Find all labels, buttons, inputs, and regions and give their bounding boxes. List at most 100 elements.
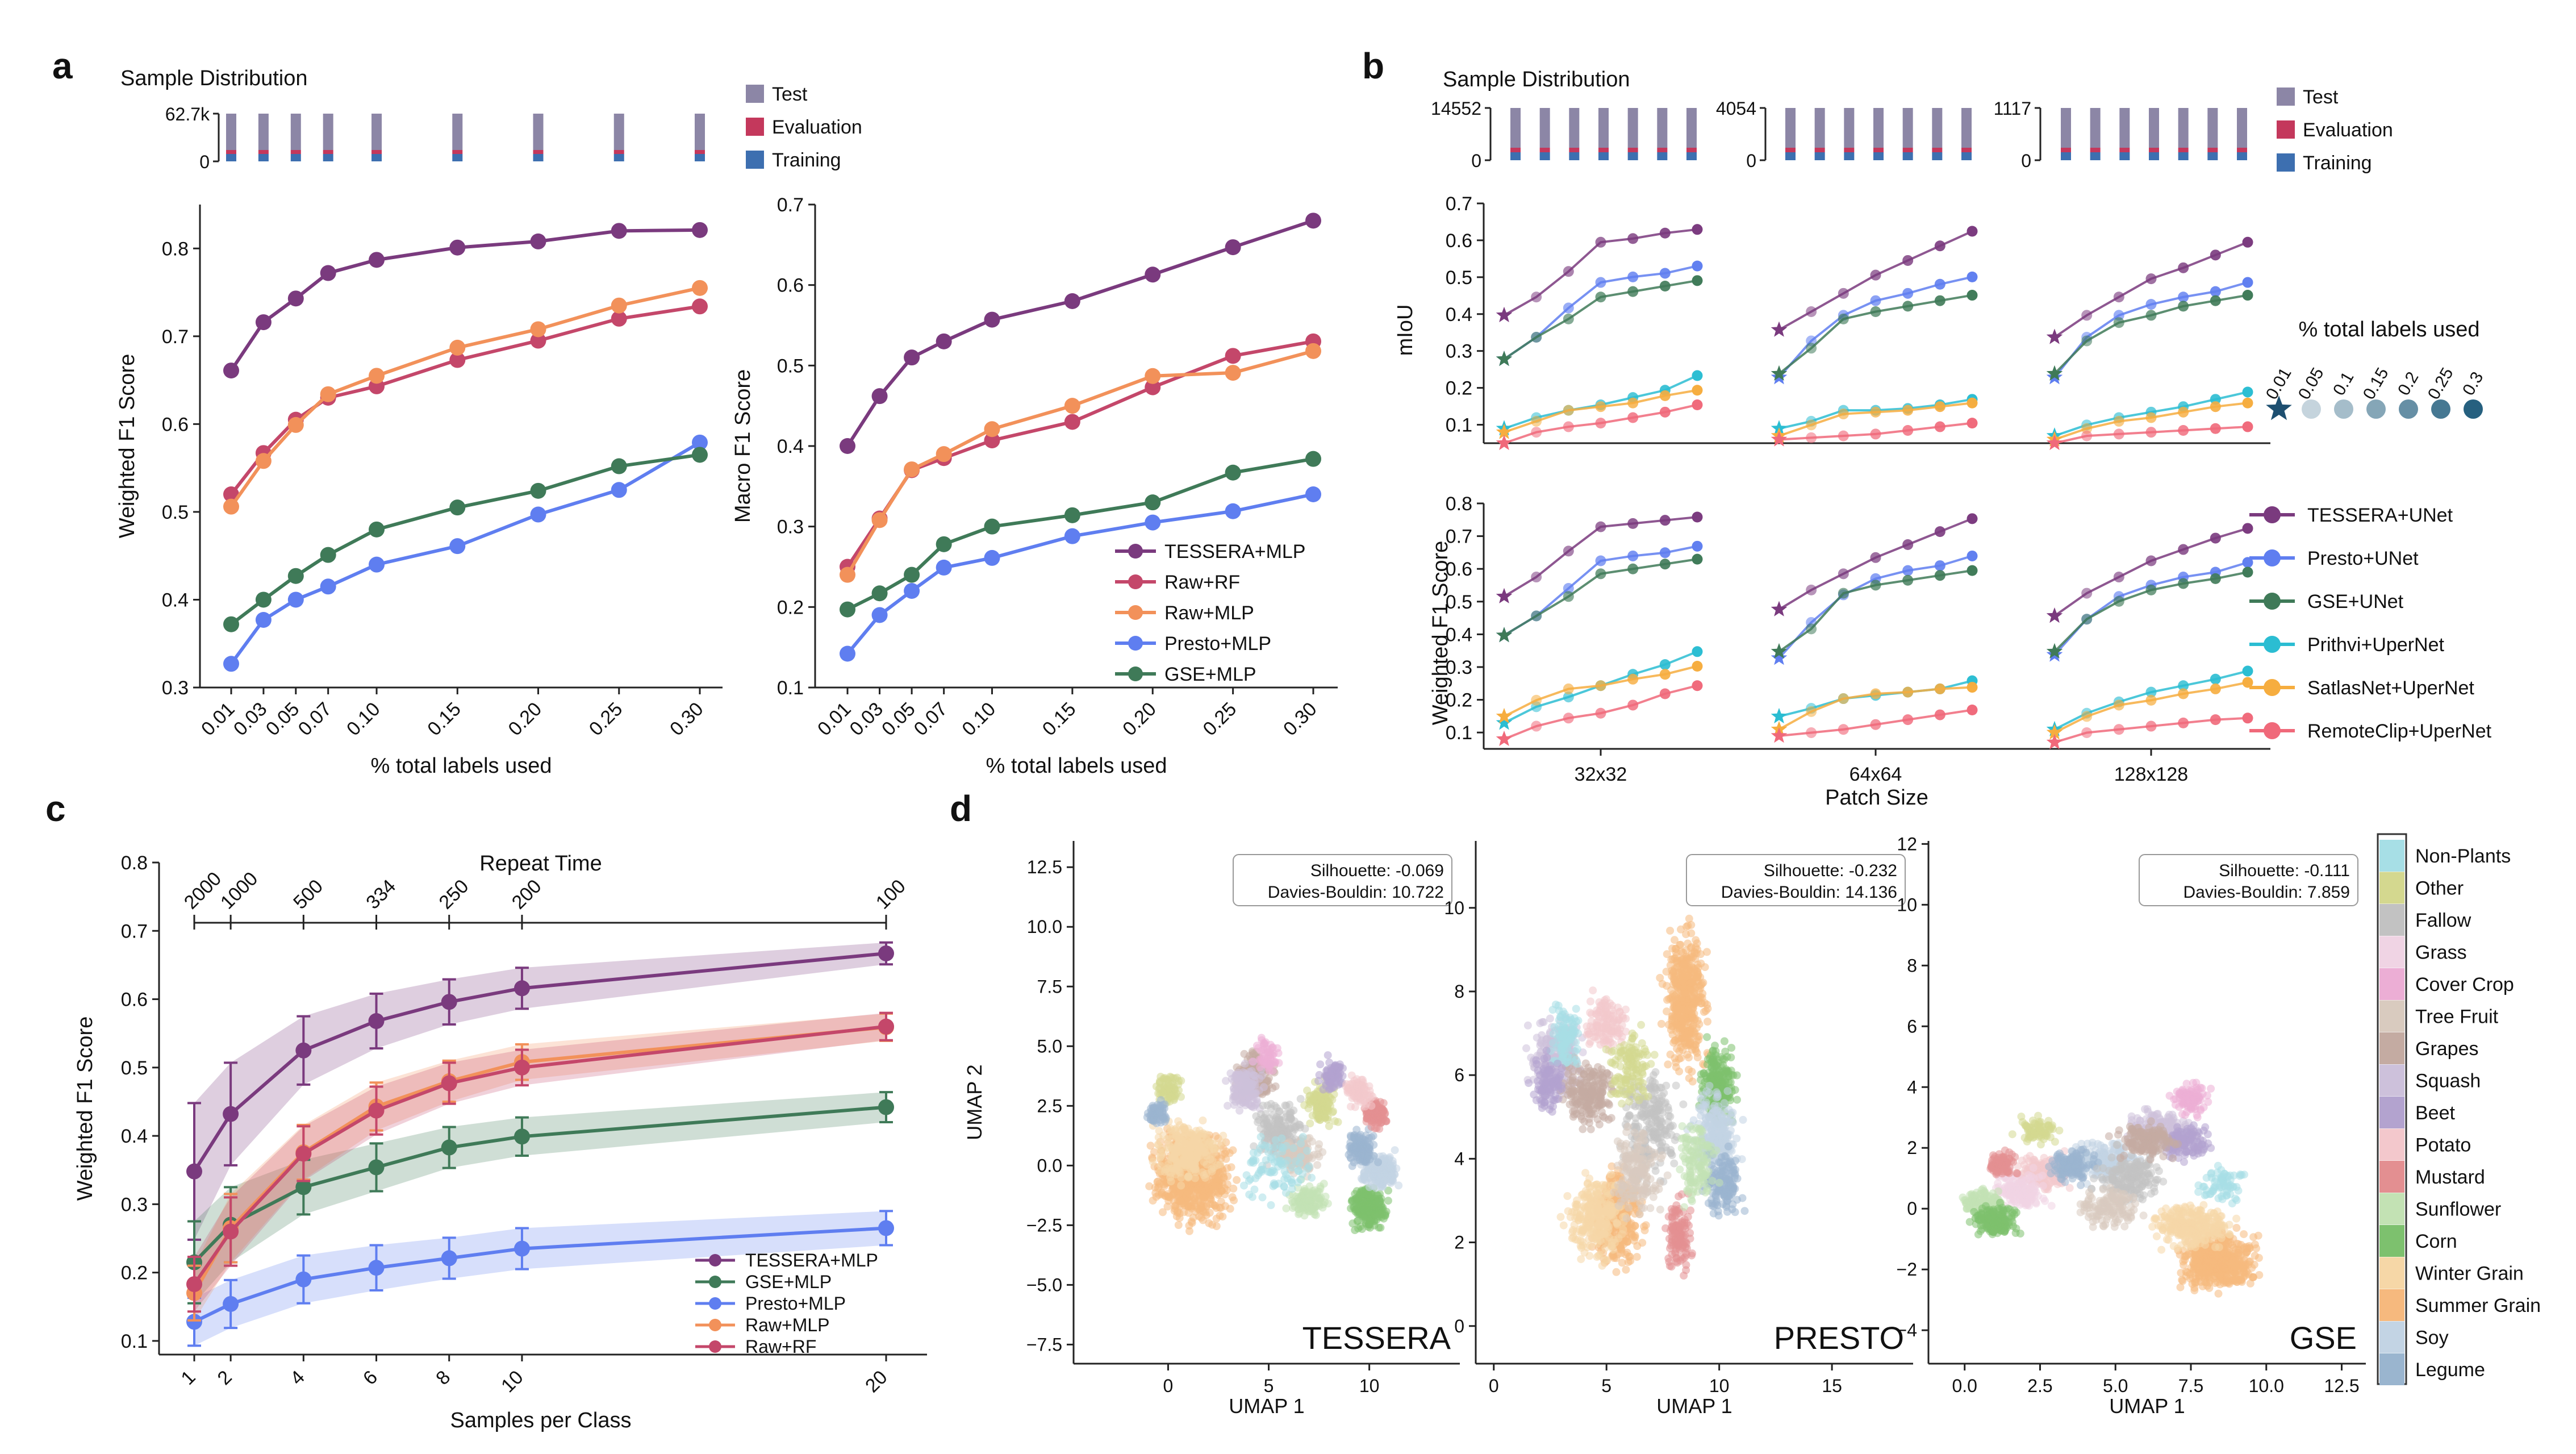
- data-point-satlasnet-upernet: [2145, 412, 2157, 423]
- legend-swatch-training: [746, 151, 764, 169]
- weighted-f1-patch-chart-y-tick-label: 0.4: [1446, 624, 1472, 645]
- dist-bar-evaluation: [290, 150, 301, 154]
- umap-tessera-y-tick-label: 5.0: [1037, 1036, 1062, 1056]
- data-point-raw-rf: [530, 332, 546, 349]
- data-point-satlasnet-upernet: [2145, 694, 2157, 706]
- scatter-point: [1596, 1236, 1604, 1244]
- scatter-point: [1258, 1140, 1266, 1149]
- data-point-remoteclip-upernet: [2081, 430, 2093, 441]
- scatter-point: [1593, 1253, 1601, 1261]
- scatter-point: [1308, 1187, 1317, 1195]
- dist-bar-evaluation: [2061, 148, 2071, 152]
- data-point-raw-rf: [295, 1145, 312, 1162]
- scatter-point: [1688, 963, 1696, 972]
- data-point-prithvi-upernet: [2178, 680, 2189, 691]
- data-point-tessera-unet: [1692, 511, 1703, 523]
- umap-tessera-model-name: TESSERA: [1302, 1320, 1451, 1356]
- data-point-star-remoteclip-upernet: [1771, 727, 1788, 743]
- dist-bar-test: [695, 114, 705, 150]
- data-point-star-prithvi-upernet: [1496, 714, 1513, 730]
- umap-tessera-y-tick-label: 12.5: [1027, 857, 1062, 877]
- data-point-gse-mlp: [611, 458, 627, 474]
- data-point-gse-unet: [1692, 275, 1703, 286]
- data-point-raw-rf: [692, 298, 708, 315]
- scatter-point: [1238, 1080, 1246, 1088]
- scatter-point: [1698, 980, 1706, 988]
- data-point-raw-mlp: [984, 421, 1000, 438]
- size-legend-label: 0.2: [2394, 369, 2422, 399]
- legend-marker-raw-mlp: [709, 1319, 721, 1331]
- scatter-point: [1299, 1132, 1307, 1141]
- scatter-point: [1578, 1226, 1586, 1235]
- scatter-point: [1291, 1123, 1299, 1132]
- panel-c-x-tick-label: 4: [286, 1366, 309, 1389]
- data-point-gse-mlp: [904, 566, 920, 583]
- data-point-gse-mlp: [871, 585, 888, 602]
- legend-marker-tessera-mlp: [1128, 544, 1143, 559]
- data-point-tessera-mlp: [295, 1042, 312, 1059]
- dist-bar-evaluation: [2237, 148, 2247, 152]
- scatter-point: [1313, 1161, 1322, 1169]
- data-point-tessera-mlp: [320, 265, 336, 281]
- legend-marker-remoteclip-upernet: [2264, 722, 2281, 739]
- data-point-raw-rf: [513, 1059, 530, 1076]
- scatter-point: [1347, 1204, 1355, 1213]
- scatter-point: [1251, 1090, 1260, 1098]
- data-point-tessera-unet: [1692, 224, 1703, 235]
- macro-f1-chart-x-tick-label: 0.03: [846, 698, 888, 740]
- data-point-remoteclip-upernet: [1934, 709, 1945, 720]
- weighted-f1-chart-x-tick-label: 0.05: [262, 698, 304, 740]
- data-point-raw-mlp: [320, 386, 336, 402]
- dist-bar-evaluation: [258, 150, 269, 154]
- weighted-f1-chart-x-tick-label: 0.25: [585, 698, 627, 740]
- data-point-tessera-mlp: [692, 222, 708, 238]
- dist-bar-evaluation: [2090, 148, 2101, 152]
- legend-label-prithvi-upernet: Prithvi+UperNet: [2307, 634, 2444, 656]
- scatter-point: [1177, 1181, 1185, 1190]
- size-legend-label: 0.3: [2459, 369, 2487, 399]
- data-point-presto-unet: [2210, 286, 2221, 297]
- legend-label-remoteclip-upernet: RemoteClip+UperNet: [2307, 720, 2492, 742]
- data-point-star-tessera-unet: [1496, 306, 1513, 323]
- umap-presto-x-label: UMAP 1: [1656, 1394, 1732, 1418]
- scatter-point: [1145, 1182, 1154, 1190]
- scatter-point: [1164, 1193, 1173, 1201]
- data-point-raw-mlp: [369, 368, 385, 384]
- scatter-point: [1679, 1006, 1688, 1014]
- data-point-tessera-mlp: [513, 980, 530, 997]
- dist-bar-evaluation: [2178, 148, 2189, 152]
- scatter-point: [1267, 1201, 1275, 1209]
- dist-bar-test: [613, 114, 624, 150]
- data-point-presto-unet: [1627, 550, 1639, 561]
- data-point-gse-mlp: [295, 1179, 312, 1195]
- data-point-remoteclip-upernet: [1870, 428, 1881, 440]
- scatter-point: [1288, 1185, 1296, 1193]
- scatter-point: [1309, 1094, 1317, 1103]
- scatter-point: [1685, 1074, 1693, 1082]
- data-point-prithvi-upernet: [1659, 659, 1671, 670]
- scatter-point: [1249, 1155, 1258, 1164]
- data-point-tessera-unet: [1627, 518, 1639, 529]
- weighted-f1-chart-y-tick-label: 0.6: [162, 414, 189, 435]
- scatter-point: [1376, 1223, 1385, 1232]
- weighted-f1-chart-y-tick-label: 0.4: [162, 589, 189, 611]
- data-point-star-gse-unet: [1771, 365, 1788, 381]
- scatter-point: [1688, 1029, 1696, 1038]
- scatter-point: [1375, 1124, 1384, 1133]
- dist-bar-training: [2207, 152, 2218, 160]
- data-point-gse-unet: [1531, 332, 1542, 343]
- legend-label-tessera-mlp: TESSERA+MLP: [1164, 541, 1305, 563]
- silhouette-score: Silhouette: -0.069: [1310, 861, 1444, 880]
- data-point-raw-mlp: [449, 339, 466, 356]
- scatter-point: [1236, 1099, 1245, 1108]
- scatter-point: [1159, 1174, 1167, 1182]
- weighted-f1-chart-x-tick-label: 0.01: [197, 698, 239, 740]
- data-point-satlasnet-upernet: [1870, 688, 1881, 699]
- dist-bar-evaluation: [1902, 148, 1913, 152]
- macro-f1-chart-y-tick-label: 0.4: [777, 436, 804, 457]
- data-point-remoteclip-upernet: [2081, 727, 2093, 738]
- miou-chart-y-tick-label: 0.7: [1446, 193, 1472, 215]
- data-point-prithvi-upernet: [2145, 686, 2157, 698]
- data-point-tessera-unet: [1967, 513, 1978, 524]
